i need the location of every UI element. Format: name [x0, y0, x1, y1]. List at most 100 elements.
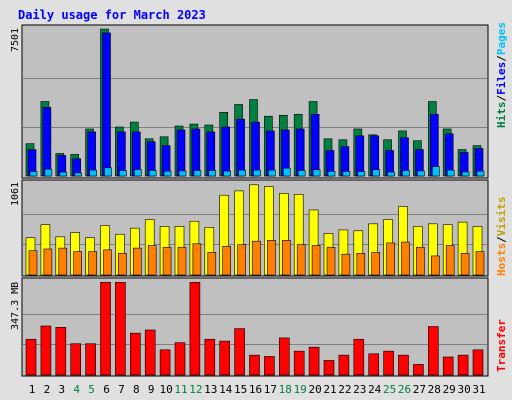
- day-label: 17: [264, 383, 277, 396]
- hosts-bar: [416, 246, 425, 276]
- hosts-bar: [237, 244, 246, 276]
- files-bar: [191, 128, 201, 177]
- files-bar: [87, 131, 96, 177]
- pages-bar: [148, 170, 157, 177]
- pages-bar: [446, 169, 455, 177]
- transfer-bar: [159, 349, 171, 376]
- hosts-bar: [311, 245, 321, 276]
- day-label: 16: [249, 383, 262, 396]
- day-label: 8: [133, 383, 140, 396]
- side-label-hits: Hits: [495, 102, 508, 129]
- chart-title: Daily usage for March 2023: [18, 8, 206, 22]
- day-label: 21: [323, 383, 336, 396]
- pages-bar: [312, 169, 321, 177]
- transfer-bar: [189, 281, 201, 376]
- transfer-bar: [293, 350, 305, 376]
- day-label: 1: [29, 383, 36, 396]
- hosts-bar: [88, 251, 97, 276]
- hosts-bar: [445, 245, 455, 276]
- day-label: 20: [308, 383, 321, 396]
- hosts-bar: [162, 246, 172, 276]
- hosts-bar: [177, 246, 187, 276]
- files-bar: [295, 128, 305, 177]
- transfer-bar: [398, 354, 409, 376]
- visits-side-label: Hosts/Visits: [495, 197, 508, 277]
- day-label: 30: [457, 383, 470, 396]
- transfer-bar: [70, 343, 81, 376]
- hosts-bar: [58, 247, 68, 276]
- hosts-bar: [118, 253, 127, 276]
- pages-bar: [119, 170, 127, 177]
- day-label: 4: [73, 383, 80, 396]
- day-label: 2: [44, 383, 51, 396]
- files-bar: [42, 107, 52, 177]
- transfer-bar: [338, 354, 350, 376]
- transfer-bar: [144, 329, 156, 376]
- pages-bar: [417, 170, 425, 177]
- pages-bar: [327, 170, 336, 177]
- hosts-bar: [371, 252, 381, 276]
- hosts-bar: [133, 247, 142, 276]
- files-bar: [221, 126, 230, 177]
- day-label: 15: [234, 383, 247, 396]
- day-label: 14: [219, 383, 233, 396]
- visits-y-tick-label: 1061: [10, 182, 21, 206]
- transfer-bar: [130, 332, 141, 376]
- hosts-bar: [73, 251, 82, 276]
- day-label: 7: [118, 383, 125, 396]
- pages-bar: [268, 169, 276, 177]
- day-label: 29: [443, 383, 456, 396]
- pages-bar: [163, 170, 172, 177]
- hosts-bar: [252, 240, 261, 276]
- pages-bar: [297, 170, 306, 177]
- transfer-bar: [204, 338, 216, 376]
- transfer-bar: [383, 350, 394, 376]
- transfer-bar: [264, 356, 275, 376]
- transfer-plot: [23, 281, 487, 376]
- hosts-bar: [222, 246, 231, 276]
- transfer-y-tick-label: 347.3 MB: [10, 282, 21, 330]
- files-bar: [102, 32, 111, 177]
- side-label-separator: /: [495, 95, 508, 102]
- files-bar: [117, 131, 126, 177]
- files-bar: [176, 129, 186, 177]
- day-label: 5: [88, 383, 95, 396]
- day-label: 13: [204, 383, 217, 396]
- side-label-hosts: Hosts: [495, 243, 508, 276]
- transfer-bar: [353, 338, 365, 376]
- pages-bar: [134, 169, 142, 177]
- transfer-bar: [234, 328, 245, 376]
- pages-bar: [29, 171, 38, 177]
- transfer-bar: [174, 342, 186, 376]
- visits-sites-plot: [23, 184, 487, 276]
- transfer-bar: [40, 325, 52, 376]
- pages-bar: [89, 169, 97, 177]
- pages-bar: [372, 169, 381, 177]
- transfer-bar: [115, 281, 126, 376]
- transfer-bar: [219, 340, 230, 376]
- pages-bar: [223, 170, 231, 177]
- hosts-bar: [103, 249, 112, 276]
- hosts-bar: [281, 240, 291, 276]
- pages-bar: [44, 168, 53, 177]
- pages-bar: [476, 170, 485, 177]
- transfer-bar: [25, 338, 37, 376]
- files-bar: [236, 118, 245, 177]
- files-bar: [444, 133, 454, 177]
- hits-y-tick-label: 7501: [10, 28, 21, 52]
- day-label: 19: [294, 383, 307, 396]
- hosts-bar: [475, 251, 485, 276]
- day-label: 6: [103, 383, 110, 396]
- transfer-bar: [308, 346, 320, 376]
- day-label: 3: [58, 383, 65, 396]
- hosts-bar: [430, 255, 440, 276]
- pages-bar: [178, 170, 187, 177]
- day-label: 11: [174, 383, 187, 396]
- pages-bar: [342, 171, 351, 177]
- transfer-bar: [457, 354, 469, 376]
- day-label: 18: [279, 383, 292, 396]
- transfer-bar: [278, 337, 290, 376]
- pages-bar: [461, 171, 470, 177]
- transfer-bar: [472, 349, 484, 376]
